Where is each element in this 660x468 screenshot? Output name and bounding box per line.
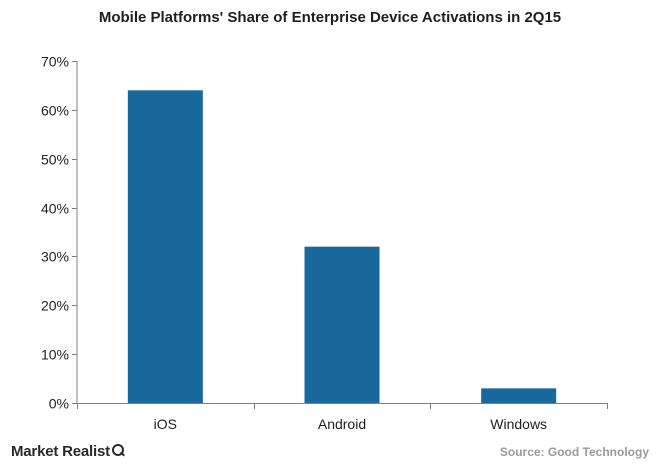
x-tick-label: Android (318, 416, 366, 432)
magnifier-icon (111, 443, 125, 457)
bar-windows (481, 388, 557, 403)
y-axis: 0% 10% 20% 30% 40% 50% 60% 70% (41, 54, 78, 412)
chart-title: Mobile Platforms' Share of Enterprise De… (98, 9, 562, 26)
x-axis: iOS Android Windows (77, 403, 608, 432)
source-note: Source: Good Technology (499, 445, 649, 459)
y-tick-label: 20% (41, 298, 69, 314)
y-tick-label: 30% (41, 249, 69, 265)
brand-logo: Market Realist (11, 443, 125, 460)
y-tick-label: 60% (41, 103, 69, 119)
bar-android (304, 246, 380, 403)
brand-name: Market Realist (11, 443, 110, 460)
y-tick-label: 50% (41, 152, 69, 168)
y-tick-label: 10% (41, 347, 69, 363)
y-tick-label: 0% (49, 396, 69, 412)
y-tick-label: 40% (41, 201, 69, 217)
bar-ios (127, 90, 203, 404)
bars (127, 90, 557, 404)
x-tick-label: Windows (490, 416, 547, 432)
x-tick-label: iOS (154, 416, 177, 432)
y-tick-label: 70% (41, 54, 69, 70)
